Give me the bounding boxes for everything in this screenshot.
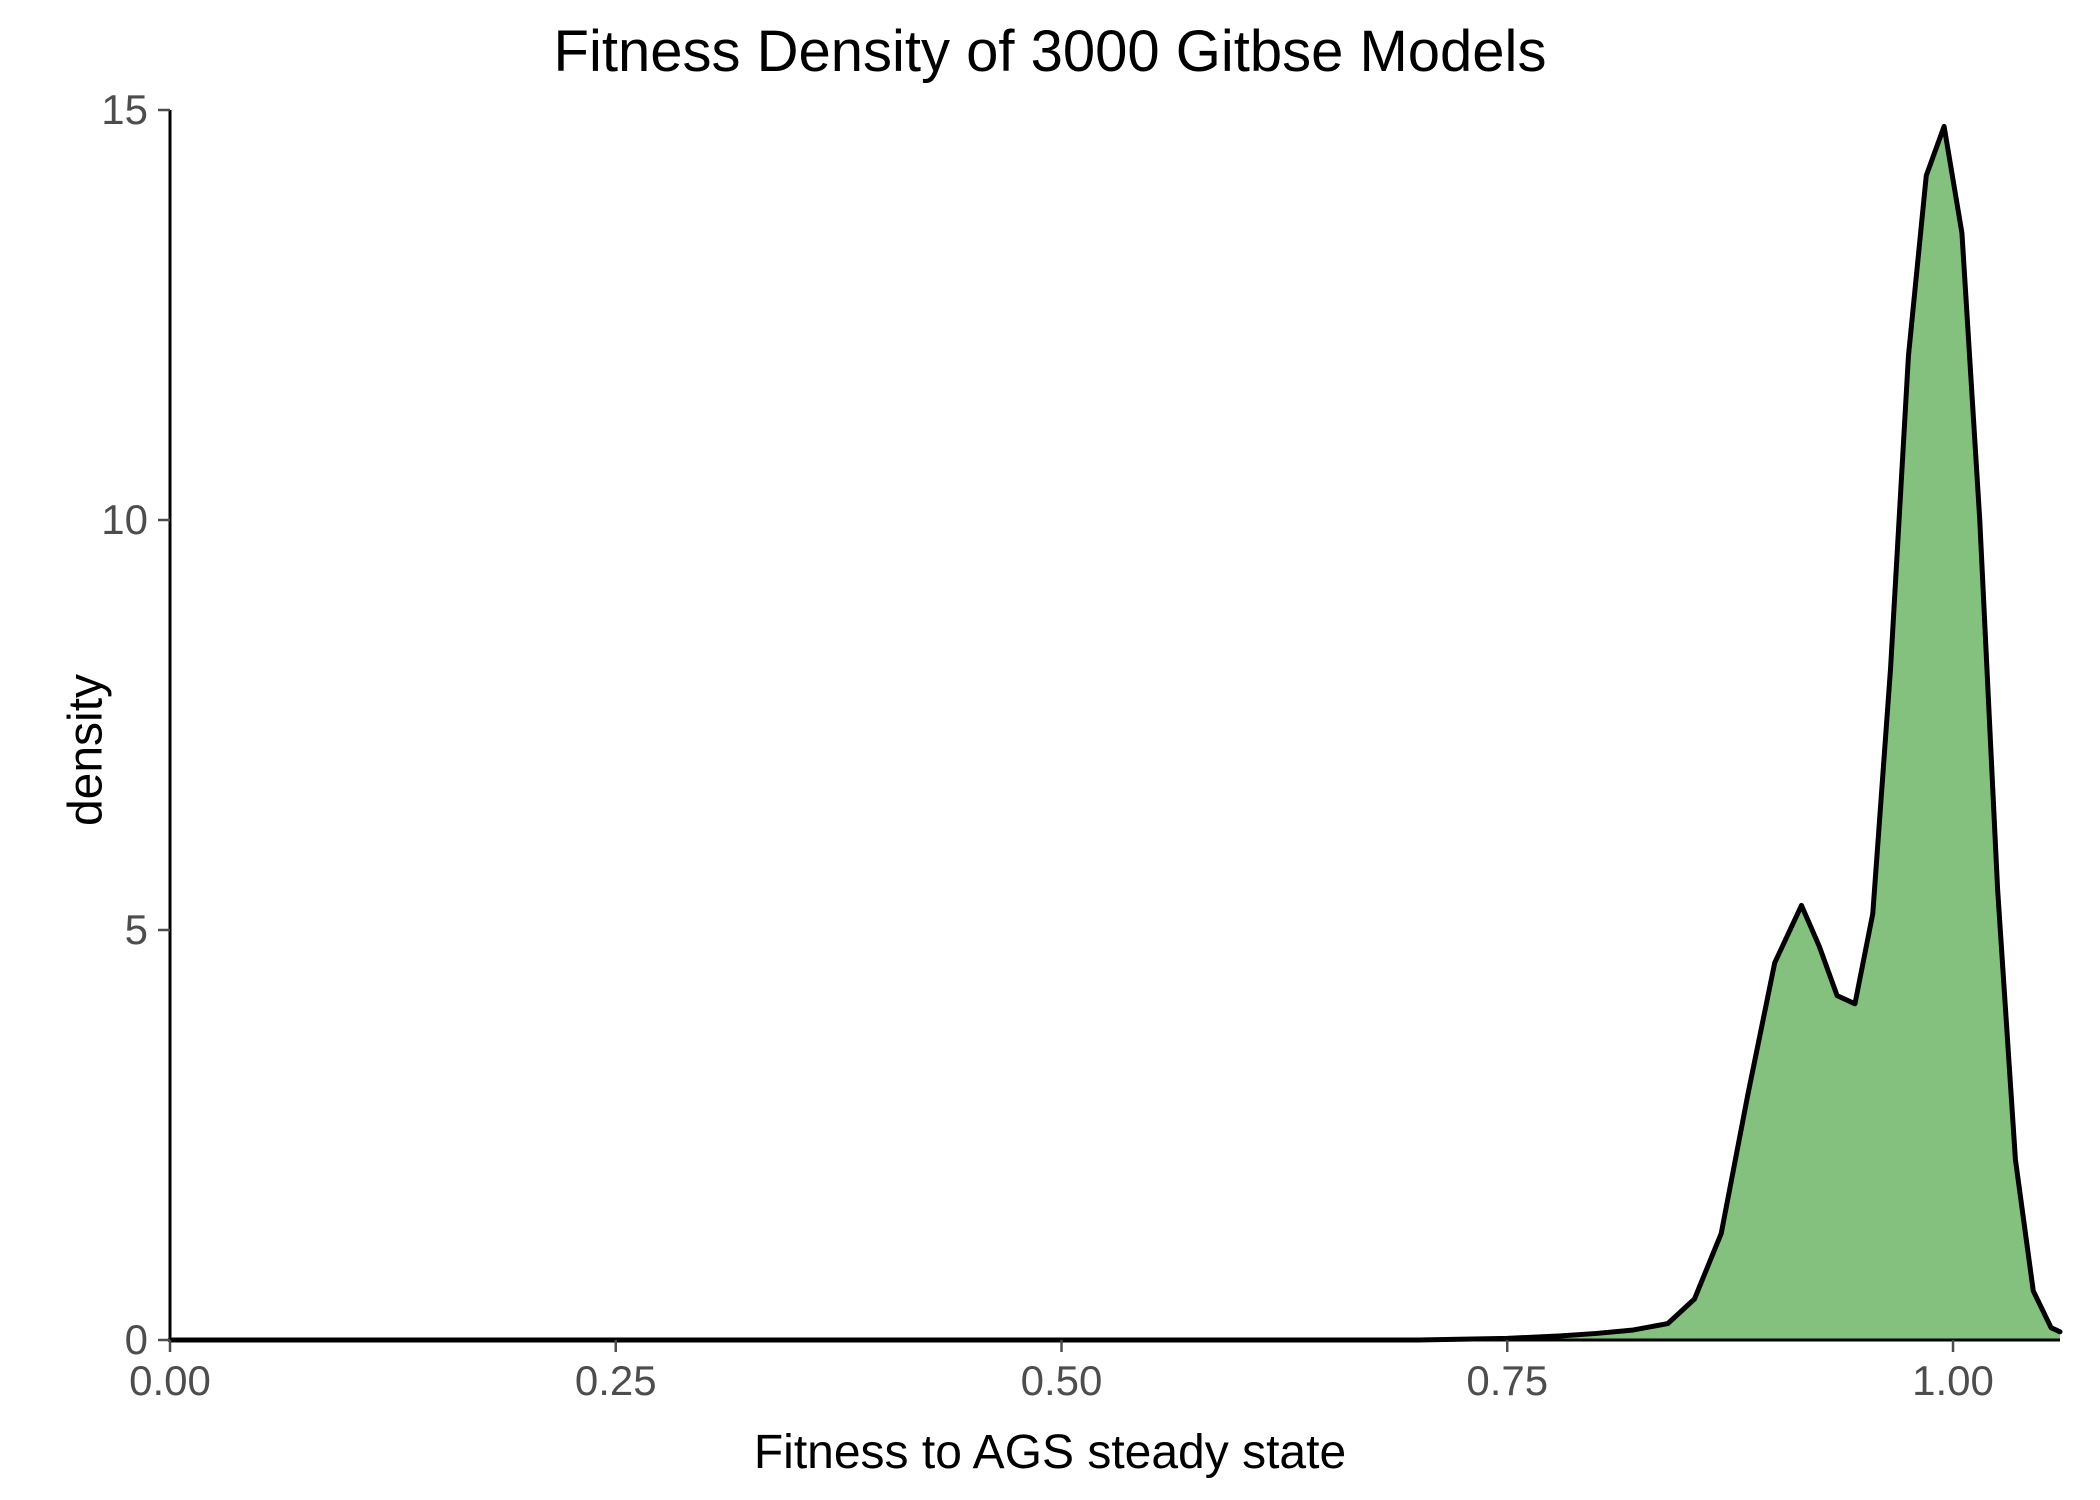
x-tick-label: 0.75 [1466, 1357, 1548, 1404]
y-tick-label: 0 [125, 1316, 148, 1363]
density-plot: 0 5 10 15 0.00 0.25 0.50 0.75 1.00 [0, 0, 2100, 1500]
y-tick-label: 10 [101, 496, 148, 543]
density-area [170, 126, 2060, 1340]
x-tick-label: 1.00 [1912, 1357, 1994, 1404]
x-tick-label: 0.25 [575, 1357, 657, 1404]
x-tick-label: 0.50 [1021, 1357, 1103, 1404]
y-tick-label: 15 [101, 86, 148, 133]
y-tick-label: 5 [125, 906, 148, 953]
x-tick-label: 0.00 [129, 1357, 211, 1404]
